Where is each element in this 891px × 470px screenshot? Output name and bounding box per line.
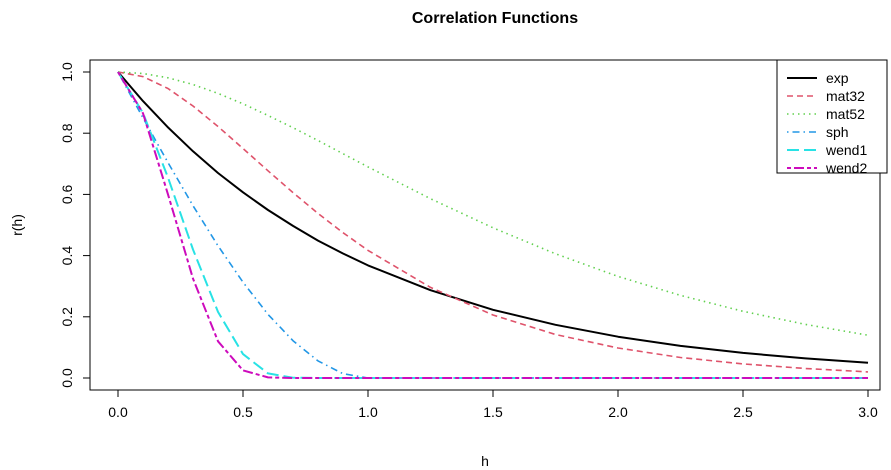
x-tick-label: 0.5	[233, 404, 253, 420]
x-tick-label: 0.0	[108, 404, 128, 420]
series-line-mat32	[117, 71, 869, 373]
legend-label-sph: sph	[826, 124, 849, 140]
legend-label-wend1: wend1	[825, 142, 867, 158]
series-layer	[117, 71, 869, 379]
series-line-wend1	[117, 71, 868, 379]
series-line-mat52	[117, 71, 869, 336]
legend-label-mat52: mat52	[826, 106, 865, 122]
legend-label-mat32: mat32	[826, 88, 865, 104]
plot-frame	[89, 59, 881, 391]
y-axis-label: r(h)	[9, 214, 25, 236]
axes: 0.0 0.5 1.0 1.5 2.0 2.5 3.0 0.0 0.2 0.4 0.6 0.8 1.0	[59, 62, 878, 420]
x-tick-label: 2.5	[733, 404, 753, 420]
x-tick-label: 2.0	[608, 404, 628, 420]
y-tick-label: 0.8	[59, 123, 75, 143]
y-tick-label: 0.6	[59, 184, 75, 204]
legend: exp mat32 mat52 sph wend1 wend2	[776, 59, 888, 176]
y-tick-label: 1.0	[59, 62, 75, 82]
x-tick-label: 1.5	[483, 404, 503, 420]
y-tick-label: 0.4	[59, 246, 75, 266]
x-tick-label: 1.0	[358, 404, 378, 420]
series-line-exp	[117, 71, 869, 364]
series-line-sph	[117, 71, 868, 379]
legend-label-wend2: wend2	[825, 160, 867, 176]
x-axis-label: h	[481, 453, 489, 469]
y-tick-label: 0.2	[59, 307, 75, 327]
series-line-wend2	[117, 71, 868, 379]
x-tick-label: 3.0	[858, 404, 878, 420]
chart-title: Correlation Functions	[412, 10, 578, 27]
legend-label-exp: exp	[826, 70, 849, 86]
y-tick-label: 0.0	[59, 368, 75, 388]
